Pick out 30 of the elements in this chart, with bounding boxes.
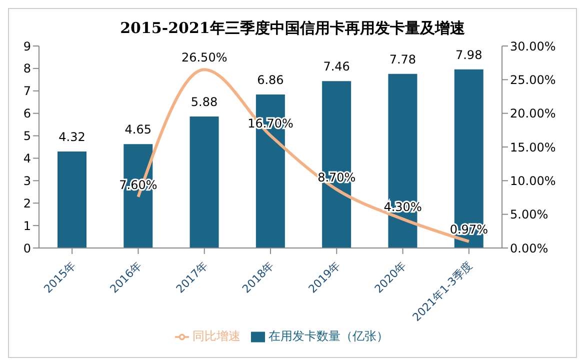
bar: [188, 116, 220, 248]
y-tick-label: 7: [23, 84, 31, 98]
data-label: 7.78: [389, 52, 416, 66]
bar: [56, 150, 88, 248]
y-tick-label: 8: [23, 62, 31, 76]
data-label: 7.46: [323, 60, 350, 74]
y2-tick-label: 5.00%: [510, 208, 548, 222]
y2-tick-label: 15.00%: [510, 140, 556, 154]
data-label: 6.86: [257, 73, 284, 88]
chart-title: 2015-2021年三季度中国信用卡再用发卡量及增速: [119, 19, 466, 38]
data-label: 4.65: [124, 122, 152, 137]
y2-tick-label: 10.00%: [510, 174, 556, 188]
y-tick-label: 1: [23, 218, 31, 233]
data-label: 4.32: [58, 130, 86, 144]
legend-label: 同比增速: [192, 329, 240, 343]
data-label: 5.88: [190, 95, 218, 110]
y-tick-label: 2: [23, 196, 31, 210]
y-tick-label: 6: [23, 106, 31, 121]
y-tick-label: 0: [23, 241, 31, 256]
y-tick-label: 9: [23, 39, 31, 54]
legend-label: 在用发卡数量（亿张）: [268, 329, 388, 343]
y-tick-label: 4: [23, 151, 31, 166]
data-label: 26.50%: [181, 50, 228, 65]
data-label: 7.98: [456, 48, 482, 62]
y-tick-label: 3: [23, 174, 31, 188]
y2-tick-label: 20.00%: [510, 106, 556, 121]
y2-tick-label: 30.00%: [510, 39, 556, 54]
y2-tick-label: 0.00%: [510, 241, 548, 256]
y-tick-label: 5: [23, 129, 31, 144]
y2-tick-label: 25.00%: [510, 72, 556, 87]
